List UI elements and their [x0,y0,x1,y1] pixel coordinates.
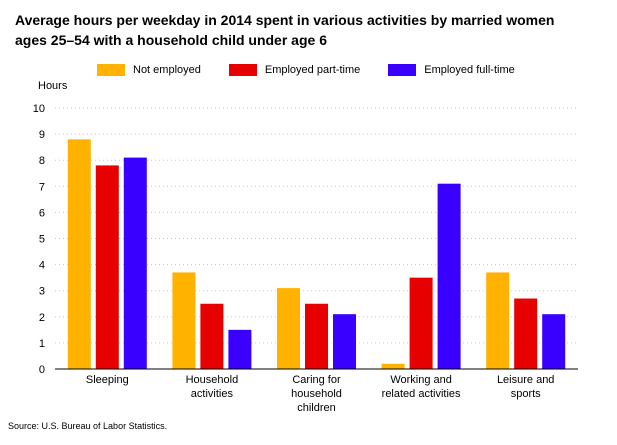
bar [409,277,433,369]
x-category-label: activities [191,388,234,400]
y-tick-label: 1 [39,338,45,350]
bar [172,272,196,369]
x-axis-categories: Sleeping Household activities Caring for hou… [86,374,555,414]
bar [67,139,91,369]
y-tick-label: 6 [39,207,45,219]
y-tick-label: 7 [39,181,45,193]
x-category-label: Working and [390,374,452,386]
bar [514,298,538,369]
x-category-label: related activities [382,388,461,400]
legend-label: Employed full-time [424,64,515,76]
bar [486,272,510,369]
bar [123,157,147,369]
legend: Not employed Employed part-time Employed… [97,62,543,78]
x-category-label: Sleeping [86,374,129,386]
bar [95,165,119,369]
y-tick-label: 8 [39,155,45,167]
x-category-label: Caring for [292,374,341,386]
y-tick-label: 2 [39,312,45,324]
bar [277,288,300,369]
legend-item-employed-full-time: Employed full-time [388,64,515,76]
bar [333,314,356,369]
bar [305,303,328,369]
legend-item-employed-part-time: Employed part-time [228,64,361,76]
chart-title: Average hours per weekday in 2014 spent … [15,12,555,48]
legend-swatch [388,64,417,76]
y-tick-label: 4 [39,260,45,272]
bar [200,303,224,369]
legend-label: Employed part-time [264,64,361,76]
legend-item-not-employed: Not employed [97,64,201,76]
x-category-label: household [291,388,342,400]
bars [67,139,566,369]
source-note: Source: U.S. Bureau of Labor Statistics. [8,421,168,431]
x-category-label: Leisure and [497,374,555,386]
legend-swatch [228,64,257,76]
y-axis-ticks: 0 1 2 3 4 5 6 7 8 9 10 [33,103,45,376]
x-category-label: Household [186,374,239,386]
y-tick-label: 5 [39,234,45,246]
x-category-label: children [297,402,336,414]
legend-label: Not employed [133,64,201,76]
y-tick-label: 0 [39,364,45,376]
y-tick-label: 9 [39,129,45,141]
bar [542,314,566,369]
bar [381,363,405,369]
x-category-label: sports [511,388,541,400]
y-axis-label: Hours [38,80,68,92]
bar [228,329,252,369]
bar [437,183,461,369]
legend-swatch [97,64,125,76]
y-tick-label: 3 [39,286,45,298]
y-tick-label: 10 [33,103,45,115]
